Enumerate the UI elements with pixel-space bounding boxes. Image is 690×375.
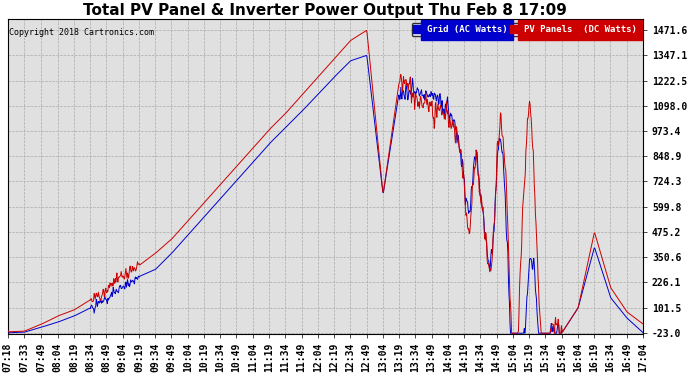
Text: Copyright 2018 Cartronics.com: Copyright 2018 Cartronics.com (9, 28, 154, 38)
Title: Total PV Panel & Inverter Power Output Thu Feb 8 17:09: Total PV Panel & Inverter Power Output T… (83, 3, 567, 18)
Legend: Grid (AC Watts), PV Panels  (DC Watts): Grid (AC Watts), PV Panels (DC Watts) (411, 24, 638, 36)
